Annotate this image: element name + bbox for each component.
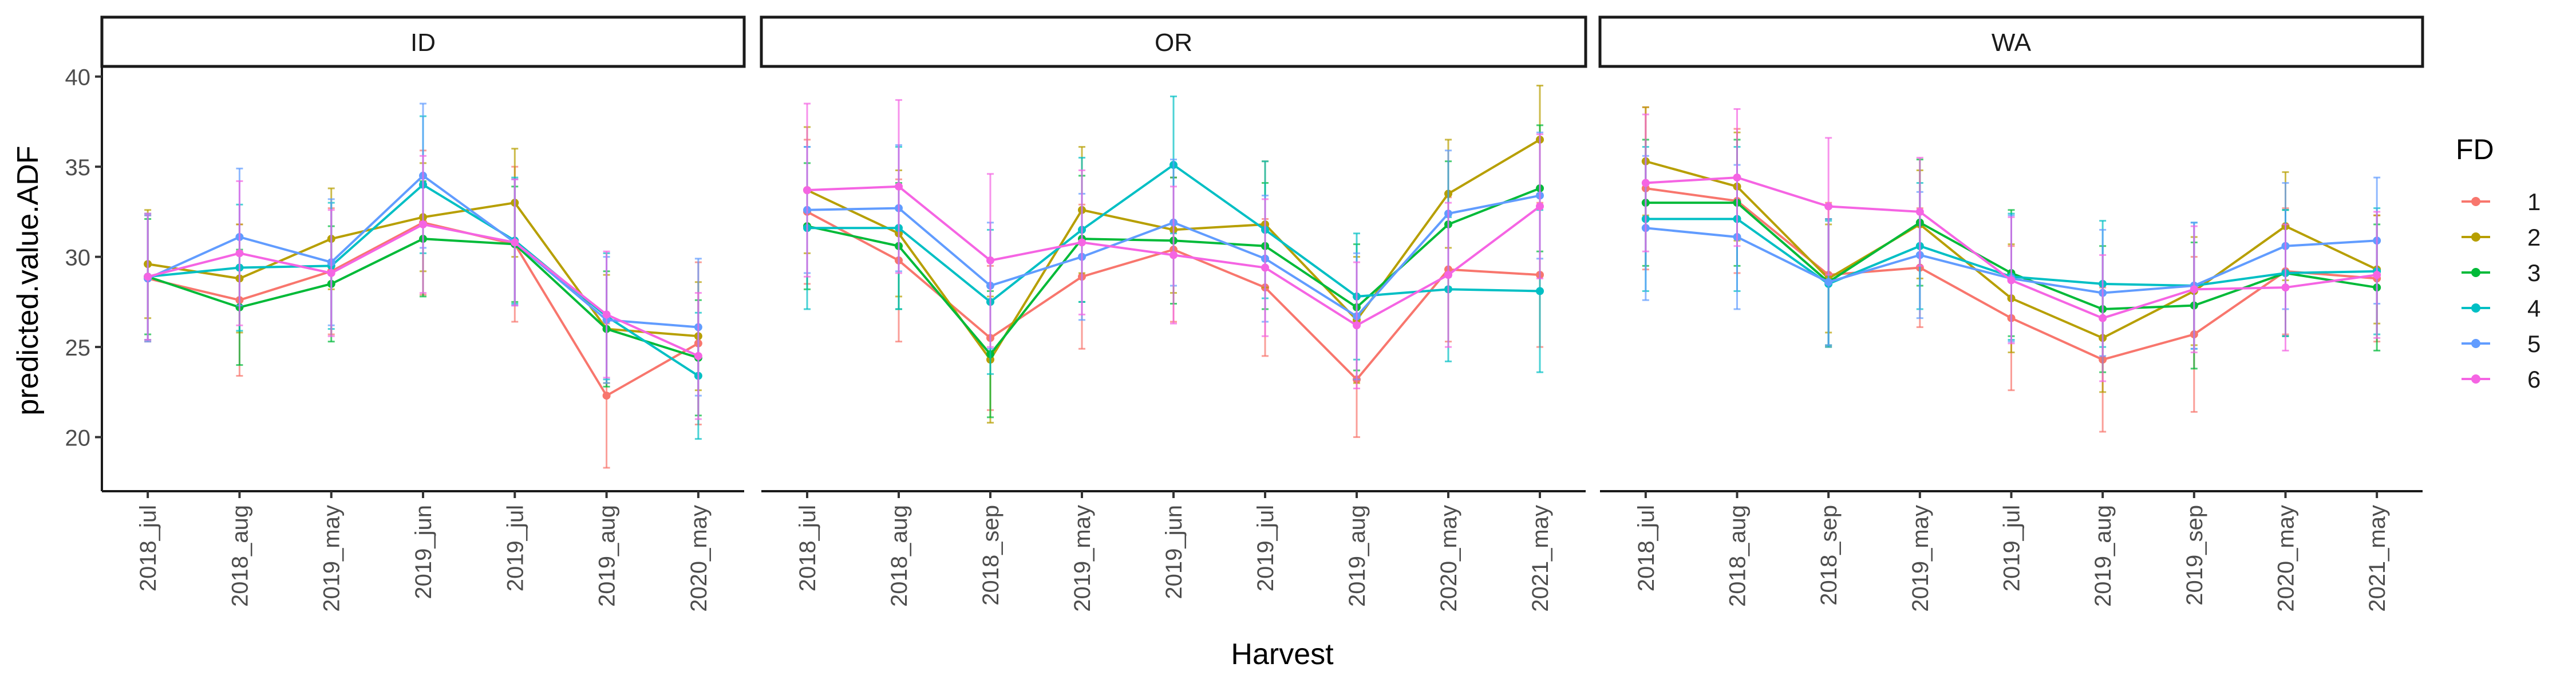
data-point xyxy=(2190,285,2198,294)
series-6 xyxy=(803,99,1544,390)
data-point xyxy=(1536,202,1544,211)
y-axis-title: predicted.value.ADF xyxy=(11,145,45,415)
y-tick-label: 25 xyxy=(65,335,91,361)
data-point xyxy=(986,256,994,264)
x-tick-label: 2019_may xyxy=(1908,505,1933,612)
data-point xyxy=(1641,179,1650,187)
panel-or: OR 2018_jul 2018_aug 2018_sep 2019_may 2019_j… xyxy=(760,15,1587,612)
legend-key-point xyxy=(2471,232,2480,242)
data-point xyxy=(1353,321,1361,330)
series-6 xyxy=(144,155,702,420)
x-tick-label: 2019_sep xyxy=(2182,505,2207,606)
x-tick-label: 2020_may xyxy=(686,505,712,612)
legend-item-1: 1 xyxy=(2462,188,2541,215)
data-point xyxy=(895,182,903,191)
strip-label: OR xyxy=(1155,29,1192,57)
x-tick-label: 2020_may xyxy=(2274,505,2299,612)
legend-key-point xyxy=(2471,374,2480,384)
legend-label: 6 xyxy=(2527,366,2541,393)
data-point xyxy=(602,310,611,319)
data-point xyxy=(803,186,811,195)
data-point xyxy=(1078,238,1086,247)
x-tick-label: 2019_aug xyxy=(2091,505,2116,607)
x-tick-label: 2021_may xyxy=(1528,505,1553,612)
strip-box xyxy=(100,15,746,68)
legend-key-point xyxy=(2471,339,2480,348)
data-point xyxy=(1733,173,1741,182)
x-tick-label: 2018_sep xyxy=(1816,505,1842,606)
x-tick-label: 2019_aug xyxy=(595,505,620,607)
x-tick-label: 2019_jun xyxy=(411,505,436,599)
data-point xyxy=(602,392,611,400)
data-point xyxy=(1824,202,1833,211)
legend-label: 2 xyxy=(2527,224,2541,251)
y-tick-label: 20 xyxy=(65,426,91,451)
x-tick-label: 2018_aug xyxy=(1725,505,1751,607)
x-tick-label: 2021_may xyxy=(2365,505,2390,612)
legend-label: 4 xyxy=(2527,295,2541,322)
x-tick-label: 2019_may xyxy=(319,505,345,612)
series-6 xyxy=(1641,108,2381,382)
data-point xyxy=(2099,314,2107,322)
x-tick-label: 2018_aug xyxy=(887,505,912,607)
x-tick-label: 2019_may xyxy=(1070,505,1095,612)
panel-id: ID 20 25 30 35 40 2018_jul 2018_aug 2019_may 2019… xyxy=(65,15,746,612)
x-tick-label: 2018_jul xyxy=(795,505,820,591)
data-point xyxy=(1915,207,1924,216)
legend-entries: 1 2 3 4 5 6 xyxy=(2462,188,2541,393)
y-tick-label: 35 xyxy=(65,155,91,180)
strip-box xyxy=(1598,15,2424,68)
legend-item-2: 2 xyxy=(2462,224,2541,251)
data-point xyxy=(1261,263,1269,272)
x-tick-label: 2019_jul xyxy=(503,505,528,591)
x-tick-label: 2019_jun xyxy=(1161,505,1187,599)
legend-title: FD xyxy=(2456,133,2494,165)
data-point xyxy=(1536,287,1544,295)
data-point xyxy=(419,220,427,228)
legend-label: 3 xyxy=(2527,259,2541,286)
panels-layer: ID 20 25 30 35 40 2018_jul 2018_aug 2019_may 2019… xyxy=(65,15,2424,612)
x-tick-label: 2019_aug xyxy=(1345,505,1370,607)
data-point xyxy=(2373,271,2381,279)
x-axis-title: Harvest xyxy=(1231,638,1334,671)
x-tick-label: 2020_may xyxy=(1436,505,1461,612)
data-point xyxy=(235,249,244,258)
strip-label: WA xyxy=(1992,29,2032,57)
x-tick-label: 2018_jul xyxy=(1634,505,1659,591)
data-point xyxy=(1444,271,1452,279)
legend-item-6: 6 xyxy=(2462,366,2541,393)
data-point xyxy=(511,238,519,247)
data-point xyxy=(2281,283,2290,292)
data-point xyxy=(327,269,335,277)
data-point xyxy=(694,352,702,360)
x-tick-label: 2018_aug xyxy=(227,505,252,607)
panel-wa: WA 2018_jul 2018_aug 2018_sep 2019_may 2019_j… xyxy=(1598,15,2424,612)
legend-label: 5 xyxy=(2527,330,2541,357)
data-point xyxy=(1170,251,1178,259)
legend-item-5: 5 xyxy=(2462,330,2541,357)
y-tick-label: 40 xyxy=(65,65,91,90)
legend-label: 1 xyxy=(2527,188,2541,215)
data-point xyxy=(144,273,152,281)
legend-key-point xyxy=(2471,268,2480,277)
x-tick-label: 2019_jul xyxy=(2000,505,2025,591)
strip-box xyxy=(760,15,1587,68)
y-tick-label: 30 xyxy=(65,246,91,271)
legend-item-4: 4 xyxy=(2462,295,2541,322)
x-tick-label: 2018_jul xyxy=(136,505,161,591)
x-tick-label: 2019_jul xyxy=(1253,505,1278,591)
strip-label: ID xyxy=(410,29,436,57)
data-point xyxy=(2007,276,2016,285)
legend-key-point xyxy=(2471,303,2480,313)
legend: FD 1 2 3 4 5 6 xyxy=(2456,133,2541,393)
legend-item-3: 3 xyxy=(2462,259,2541,286)
data-point xyxy=(1824,278,1833,286)
legend-key-point xyxy=(2471,197,2480,206)
x-tick-label: 2018_sep xyxy=(978,505,1003,606)
